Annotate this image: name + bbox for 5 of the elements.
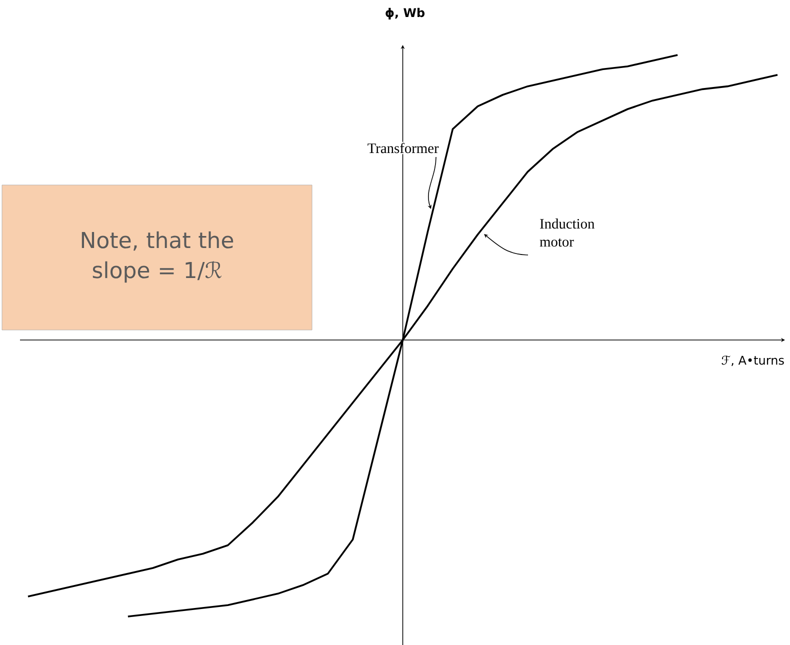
y-axis-title: ϕ, Wb — [386, 8, 425, 20]
annotation: Note, that the slope = 1/ℛ — [82, 231, 234, 282]
series-label: Transformer — [368, 142, 439, 153]
x-axis-title: ℱ, A•turns — [722, 355, 784, 366]
text: Induction motor — [540, 218, 595, 246]
